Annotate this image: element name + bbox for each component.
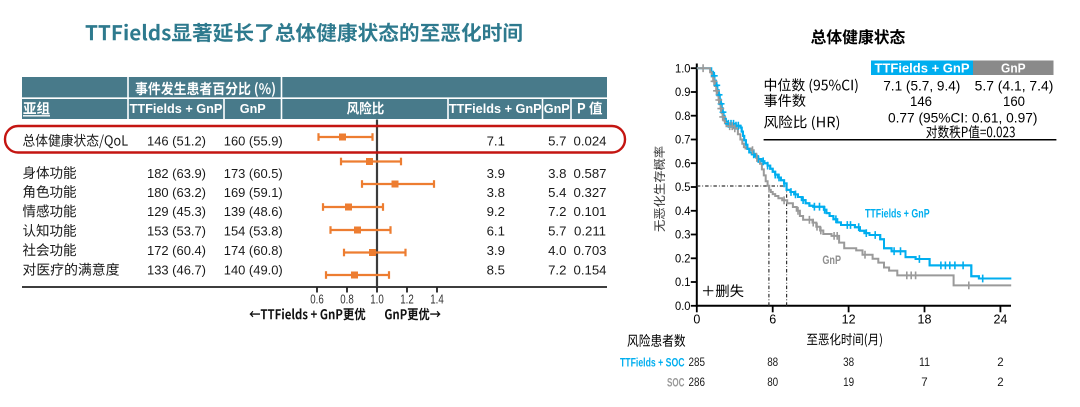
svg-text:172 (60.4): 172 (60.4) <box>147 243 206 258</box>
svg-text:2: 2 <box>997 377 1003 389</box>
svg-text:1.2: 1.2 <box>400 292 414 306</box>
svg-text:GnP: GnP <box>822 253 841 267</box>
svg-text:TTFields + GnP: TTFields + GnP <box>875 60 970 75</box>
svg-text:146 (51.2): 146 (51.2) <box>147 134 206 149</box>
svg-text:0.703: 0.703 <box>573 243 606 258</box>
svg-text:6.1: 6.1 <box>487 224 505 239</box>
svg-text:SOC: SOC <box>667 375 685 389</box>
svg-text:88: 88 <box>767 357 778 369</box>
svg-text:7.1 (5.7, 9.4): 7.1 (5.7, 9.4) <box>883 77 960 93</box>
svg-text:182 (63.9): 182 (63.9) <box>147 166 206 181</box>
svg-text:286: 286 <box>689 377 706 389</box>
svg-text:129 (45.3): 129 (45.3) <box>147 204 206 219</box>
svg-text:154 (53.8): 154 (53.8) <box>224 224 283 239</box>
svg-text:11: 11 <box>919 357 930 369</box>
svg-text:0.154: 0.154 <box>573 263 606 278</box>
svg-text:7.2: 7.2 <box>548 263 566 278</box>
svg-text:38: 38 <box>843 357 854 369</box>
svg-text:0.3: 0.3 <box>675 228 691 242</box>
svg-text:153 (53.7): 153 (53.7) <box>147 224 206 239</box>
svg-text:TTFields + GnP: TTFields + GnP <box>865 208 930 221</box>
svg-text:TTFields + GnP: TTFields + GnP <box>130 102 223 116</box>
svg-text:0.8: 0.8 <box>340 292 354 306</box>
svg-text:139 (48.6): 139 (48.6) <box>224 204 283 219</box>
svg-text:0.7: 0.7 <box>675 133 691 147</box>
svg-text:19: 19 <box>843 377 854 389</box>
svg-text:0.024: 0.024 <box>573 134 606 149</box>
svg-text:3.8: 3.8 <box>487 185 505 200</box>
svg-text:6: 6 <box>769 313 776 327</box>
svg-text:133 (46.7): 133 (46.7) <box>147 263 206 278</box>
svg-text:GnP: GnP <box>1001 60 1026 75</box>
svg-text:12: 12 <box>842 313 856 327</box>
svg-text:0.8: 0.8 <box>675 109 691 123</box>
svg-text:0.327: 0.327 <box>573 185 606 200</box>
svg-text:1.0: 1.0 <box>675 61 691 75</box>
svg-text:0.6: 0.6 <box>675 156 691 170</box>
svg-text:7.1: 7.1 <box>487 134 505 149</box>
svg-text:169 (59.1): 169 (59.1) <box>224 185 283 200</box>
svg-text:0.101: 0.101 <box>573 204 606 219</box>
svg-text:24: 24 <box>993 313 1007 327</box>
svg-text:0.6: 0.6 <box>310 292 324 306</box>
svg-text:GnP: GnP <box>544 102 570 116</box>
svg-text:8.5: 8.5 <box>487 263 505 278</box>
svg-text:173 (60.5): 173 (60.5) <box>224 166 283 181</box>
svg-text:4.0: 4.0 <box>548 243 566 258</box>
svg-text:160 (55.9): 160 (55.9) <box>224 134 283 149</box>
svg-text:18: 18 <box>918 313 932 327</box>
svg-text:1.4: 1.4 <box>430 292 444 306</box>
svg-text:0.211: 0.211 <box>574 224 606 239</box>
svg-text:2: 2 <box>997 357 1003 369</box>
svg-text:1.0: 1.0 <box>370 292 384 306</box>
svg-text:0.77 (95%CI: 0.61, 0.97): 0.77 (95%CI: 0.61, 0.97) <box>888 110 1038 126</box>
svg-text:GnP: GnP <box>240 102 266 116</box>
svg-text:180 (63.2): 180 (63.2) <box>147 185 206 200</box>
svg-text:TTFields + GnP: TTFields + GnP <box>449 102 542 116</box>
svg-text:9.2: 9.2 <box>487 204 505 219</box>
svg-text:0.1: 0.1 <box>675 275 691 289</box>
svg-text:0.5: 0.5 <box>675 180 691 194</box>
svg-text:0.2: 0.2 <box>675 251 691 265</box>
svg-text:80: 80 <box>767 377 778 389</box>
svg-text:5.7: 5.7 <box>548 134 566 149</box>
svg-text:TTFields + SOC: TTFields + SOC <box>620 356 685 370</box>
svg-text:5.4: 5.4 <box>548 185 566 200</box>
svg-text:0: 0 <box>693 313 700 327</box>
svg-text:7: 7 <box>921 377 927 389</box>
svg-text:146: 146 <box>910 93 932 109</box>
svg-text:3.8: 3.8 <box>548 166 566 181</box>
svg-text:160: 160 <box>1003 93 1025 109</box>
svg-text:7.2: 7.2 <box>548 204 566 219</box>
svg-text:0.4: 0.4 <box>675 204 691 218</box>
svg-text:285: 285 <box>689 357 706 369</box>
svg-text:140 (49.0): 140 (49.0) <box>224 263 283 278</box>
svg-text:5.7 (4.1, 7.4): 5.7 (4.1, 7.4) <box>975 77 1054 93</box>
svg-text:0.587: 0.587 <box>573 166 606 181</box>
svg-text:0.9: 0.9 <box>675 85 691 99</box>
svg-text:5.7: 5.7 <box>548 224 566 239</box>
svg-text:0.0: 0.0 <box>675 299 691 313</box>
svg-text:174 (60.8): 174 (60.8) <box>224 243 283 258</box>
svg-text:3.9: 3.9 <box>487 166 505 181</box>
svg-text:3.9: 3.9 <box>487 243 505 258</box>
